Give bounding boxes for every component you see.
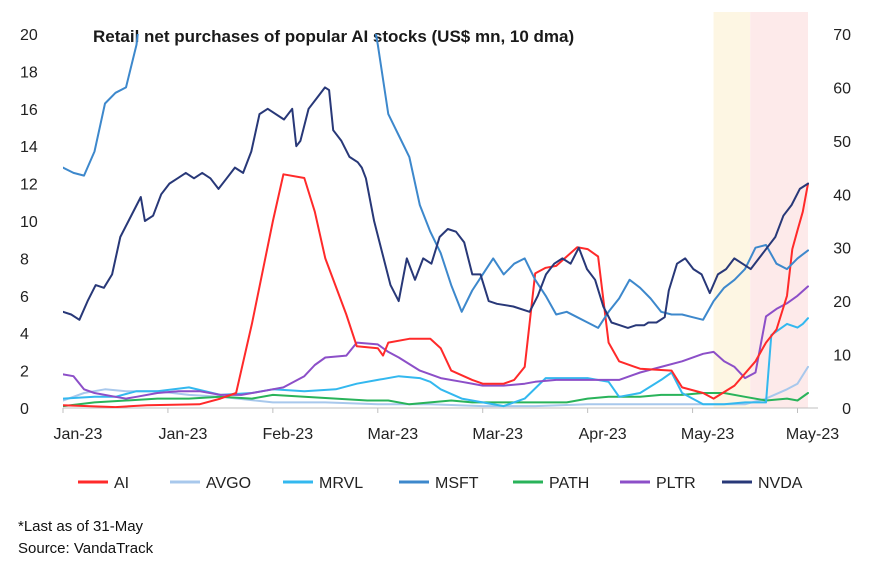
y-right-tick-label: 30 xyxy=(833,241,851,258)
shaded-region-2 xyxy=(750,12,808,408)
y-left-tick-label: 20 xyxy=(20,27,38,44)
x-tick-label: Jan-23 xyxy=(158,426,207,443)
y-right-tick-label: 0 xyxy=(842,401,851,418)
x-tick-label: Mar-23 xyxy=(367,426,418,443)
chart-title: Retail net purchases of popular AI stock… xyxy=(93,27,574,46)
series-line-ai xyxy=(63,173,809,408)
x-tick-label: Feb-23 xyxy=(263,426,314,443)
legend-label-avgo: AVGO xyxy=(206,475,251,492)
series-line-msft xyxy=(63,34,809,329)
x-tick-label: Mar-23 xyxy=(472,426,523,443)
y-right-tick-label: 60 xyxy=(833,80,851,97)
y-left-tick-label: 6 xyxy=(20,289,29,306)
x-tick-label: Apr-23 xyxy=(579,426,627,443)
series-group xyxy=(63,34,809,408)
y-left-tick-label: 18 xyxy=(20,64,38,81)
y-left-tick-label: 16 xyxy=(20,102,38,119)
y-right-tick-label: 40 xyxy=(833,187,851,204)
legend-label-path: PATH xyxy=(549,475,589,492)
x-tick-label: May-23 xyxy=(681,426,734,443)
legend-label-pltr: PLTR xyxy=(656,475,696,492)
legend-label-msft: MSFT xyxy=(435,475,479,492)
x-tick-label: Jan-23 xyxy=(54,426,103,443)
y-right-tick-label: 70 xyxy=(833,27,851,44)
series-line-pltr xyxy=(63,285,809,400)
y-left-tick-label: 14 xyxy=(20,139,38,156)
footnote: *Last as of 31-May xyxy=(18,518,144,535)
series-line-nvda xyxy=(63,86,809,329)
y-left-tick-label: 8 xyxy=(20,251,29,268)
legend-label-nvda: NVDA xyxy=(758,475,803,492)
legend-label-ai: AI xyxy=(114,475,129,492)
y-left-tick-label: 12 xyxy=(20,177,38,194)
y-left-tick-label: 2 xyxy=(20,364,29,381)
x-tick-label: May-23 xyxy=(786,426,839,443)
shaded-region-1 xyxy=(713,12,751,408)
source-note: Source: VandaTrack xyxy=(18,540,154,557)
y-left-tick-label: 10 xyxy=(20,214,38,231)
y-right-tick-label: 20 xyxy=(833,294,851,311)
y-right-tick-label: 50 xyxy=(833,134,851,151)
y-left-tick-label: 4 xyxy=(20,326,29,343)
y-right-tick-label: 10 xyxy=(833,348,851,365)
y-left-tick-label: 0 xyxy=(20,401,29,418)
legend-label-mrvl: MRVL xyxy=(319,475,363,492)
